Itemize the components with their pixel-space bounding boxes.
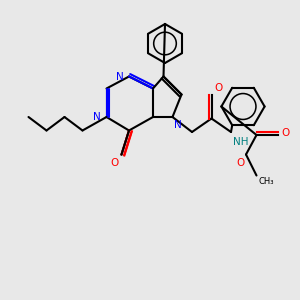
Text: O: O	[281, 128, 289, 139]
Text: O: O	[214, 83, 223, 93]
Text: N: N	[93, 112, 101, 122]
Text: N: N	[116, 71, 124, 82]
Text: O: O	[236, 158, 244, 167]
Text: N: N	[174, 120, 182, 130]
Text: NH: NH	[232, 137, 248, 147]
Text: O: O	[111, 158, 119, 168]
Text: CH₃: CH₃	[258, 177, 274, 186]
